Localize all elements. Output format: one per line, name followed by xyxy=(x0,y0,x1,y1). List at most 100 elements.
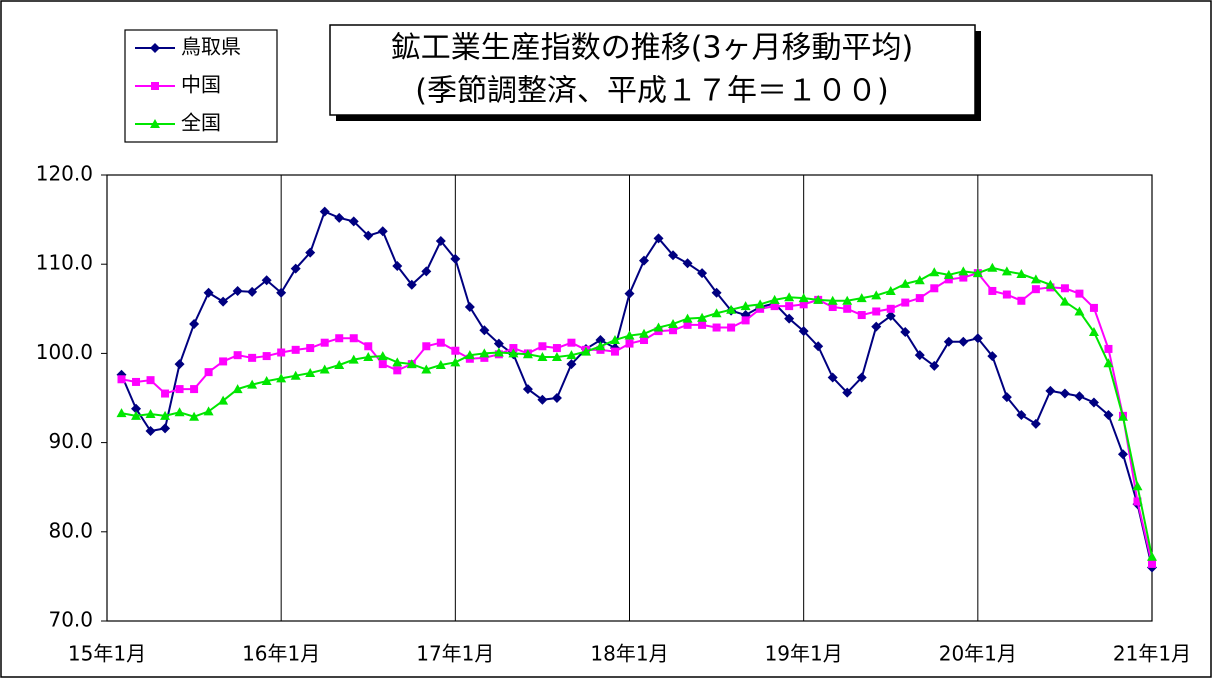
data-point xyxy=(740,301,751,311)
data-point xyxy=(480,353,489,362)
data-point xyxy=(160,410,171,420)
data-point xyxy=(727,323,736,332)
series-line xyxy=(120,210,1153,568)
data-point xyxy=(959,273,968,282)
data-point xyxy=(290,370,301,380)
x-tick-label: 20年1月 xyxy=(939,642,1017,666)
data-point xyxy=(900,326,911,337)
data-point xyxy=(857,311,866,320)
data-point xyxy=(1016,269,1027,279)
y-tick-label: 120.0 xyxy=(36,162,93,186)
legend-label: 中国 xyxy=(181,73,221,97)
data-point xyxy=(1132,481,1143,491)
data-point xyxy=(698,320,707,329)
data-point xyxy=(218,395,229,405)
data-point xyxy=(784,313,795,324)
x-tick-label: 21年1月 xyxy=(1113,642,1191,666)
data-point xyxy=(203,406,214,416)
data-point xyxy=(261,275,272,286)
data-point xyxy=(872,307,881,316)
data-point xyxy=(958,336,969,347)
data-point xyxy=(450,253,461,264)
data-point xyxy=(132,377,141,386)
data-point xyxy=(1045,279,1056,289)
data-point xyxy=(204,368,213,377)
data-point xyxy=(856,293,867,303)
data-point xyxy=(1030,274,1041,284)
data-point xyxy=(464,350,475,360)
data-point xyxy=(161,389,170,398)
title-box xyxy=(329,24,976,116)
data-point xyxy=(348,354,359,364)
data-point xyxy=(1103,358,1114,368)
data-point xyxy=(319,206,330,217)
data-point xyxy=(247,286,258,297)
data-point xyxy=(842,387,853,398)
data-point xyxy=(1001,266,1012,276)
data-point xyxy=(639,328,650,338)
data-point xyxy=(277,348,286,357)
data-point xyxy=(668,250,679,261)
data-point xyxy=(987,351,998,362)
data-point xyxy=(116,408,127,418)
data-point xyxy=(929,360,940,371)
y-tick-label: 70.0 xyxy=(48,608,93,632)
data-point xyxy=(697,312,708,322)
legend-marker xyxy=(150,43,160,53)
data-point xyxy=(305,368,316,378)
data-point xyxy=(609,335,620,345)
data-point xyxy=(682,258,693,269)
data-point xyxy=(348,216,359,227)
data-point xyxy=(914,350,925,361)
data-point xyxy=(364,342,373,351)
data-point xyxy=(1031,285,1040,294)
data-point xyxy=(145,426,156,437)
data-point xyxy=(262,352,271,361)
data-point xyxy=(1117,449,1128,460)
data-point xyxy=(551,393,562,403)
data-point xyxy=(726,304,737,314)
data-point xyxy=(377,351,388,361)
data-point xyxy=(248,353,257,362)
data-point xyxy=(537,351,548,361)
data-point xyxy=(189,411,200,421)
data-point xyxy=(885,285,896,295)
data-point xyxy=(683,320,692,329)
y-tick-label: 80.0 xyxy=(48,518,93,542)
data-point xyxy=(538,342,547,351)
data-point xyxy=(552,344,561,353)
data-point xyxy=(1059,296,1070,306)
data-point xyxy=(798,326,809,337)
data-point xyxy=(145,409,156,419)
data-point xyxy=(160,423,171,434)
data-point xyxy=(349,334,358,343)
data-point xyxy=(422,342,431,351)
data-point xyxy=(770,302,779,311)
data-point xyxy=(319,364,330,374)
legend-label: 鳥取県 xyxy=(181,35,241,59)
data-point xyxy=(958,266,969,276)
data-point xyxy=(436,338,445,347)
data-point xyxy=(305,247,316,258)
data-point xyxy=(1001,392,1012,403)
data-point xyxy=(580,346,591,356)
data-point xyxy=(421,266,432,277)
data-point xyxy=(769,294,780,304)
data-point xyxy=(451,346,460,355)
data-point xyxy=(1002,290,1011,299)
data-point xyxy=(653,322,664,332)
x-tick-label: 15年1月 xyxy=(68,642,146,666)
data-point xyxy=(785,302,794,311)
data-point xyxy=(668,318,679,328)
data-point xyxy=(117,375,126,384)
data-point xyxy=(146,376,155,385)
data-point xyxy=(1104,344,1113,353)
data-point xyxy=(306,344,315,353)
data-point xyxy=(1074,391,1085,402)
data-point xyxy=(334,212,345,223)
data-point xyxy=(479,348,490,358)
data-point xyxy=(886,304,895,313)
data-point xyxy=(291,345,300,354)
data-point xyxy=(988,286,997,295)
